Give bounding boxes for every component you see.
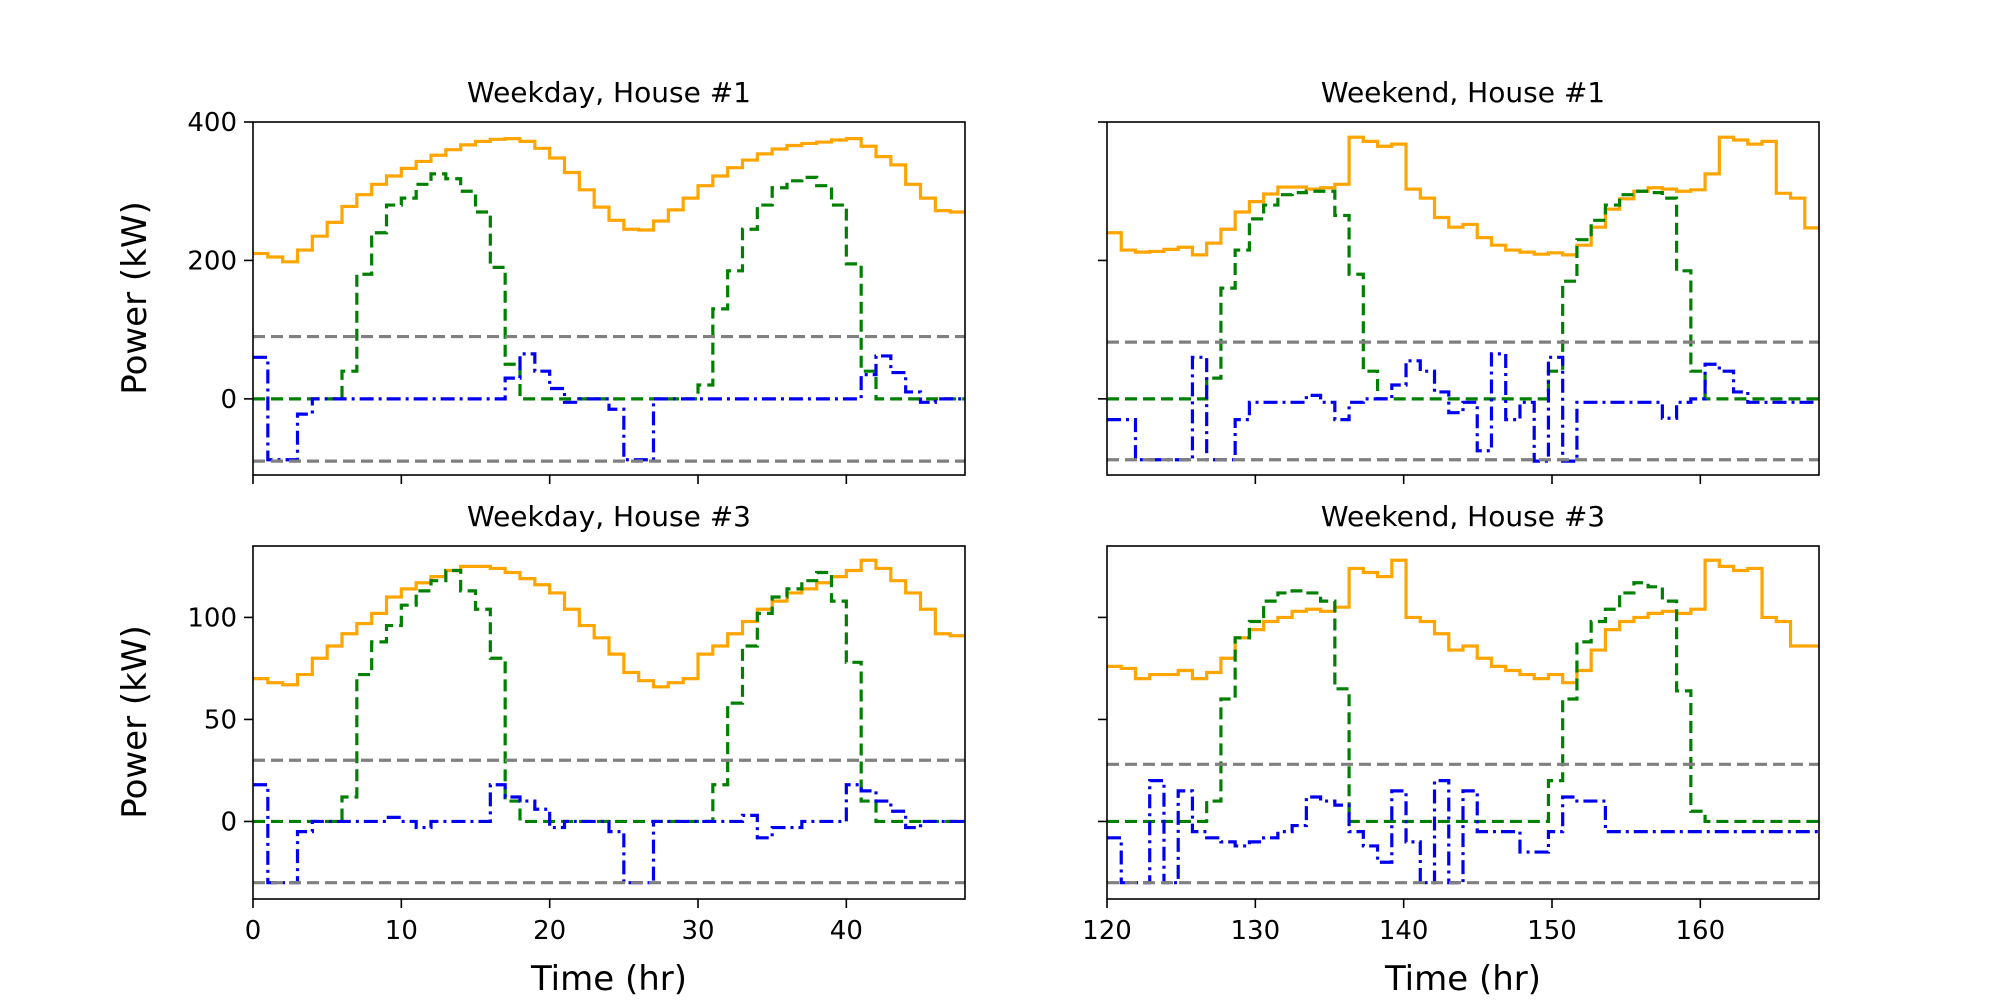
axes-frame bbox=[1106, 545, 1820, 900]
plot-area bbox=[253, 558, 965, 885]
panel-title: Weekend, House #1 bbox=[1321, 76, 1605, 109]
y-tick-label: 100 bbox=[187, 603, 237, 633]
series-line-demand bbox=[253, 558, 965, 689]
plot-area bbox=[253, 137, 965, 463]
series-line-solar bbox=[253, 172, 965, 401]
series-line-battery bbox=[253, 352, 965, 462]
x-tick-label: 0 bbox=[245, 916, 262, 946]
series-line-battery bbox=[253, 783, 965, 885]
y-tick-label: 200 bbox=[187, 246, 237, 276]
y-tick-label: 0 bbox=[220, 807, 237, 837]
series-line-solar bbox=[1107, 189, 1819, 401]
axes-frame bbox=[1106, 121, 1820, 476]
plot-area bbox=[1107, 135, 1819, 463]
x-tick-label: 140 bbox=[1379, 916, 1429, 946]
x-tick-label: 20 bbox=[533, 916, 566, 946]
series-line-demand bbox=[1107, 135, 1819, 257]
x-tick-label: 130 bbox=[1231, 916, 1281, 946]
series-line-demand bbox=[1107, 558, 1819, 685]
x-tick-label: 30 bbox=[681, 916, 714, 946]
x-tick-label: 10 bbox=[385, 916, 418, 946]
y-tick-label: 50 bbox=[204, 705, 237, 735]
x-axis-label: Time (hr) bbox=[1384, 959, 1541, 999]
x-tick-label: 120 bbox=[1082, 916, 1132, 946]
x-tick-label: 40 bbox=[830, 916, 863, 946]
y-tick-label: 400 bbox=[187, 108, 237, 138]
x-tick-label: 150 bbox=[1527, 916, 1577, 946]
series-line-demand bbox=[253, 137, 965, 264]
x-axis-label: Time (hr) bbox=[530, 959, 687, 999]
panel-weekend-house-3: Weekend, House #3 Time (hr) 120 130 140 150… bbox=[1082, 500, 1820, 999]
axes-frame bbox=[252, 545, 966, 900]
panel-weekday-house-3: Weekday, House #3 Power (kW) Time (hr) 0… bbox=[115, 500, 966, 999]
panel-weekend-house-1: Weekend, House #1 bbox=[1098, 76, 1820, 484]
panel-weekday-house-1: Weekday, House #1 Power (kW) 0 200 400 bbox=[115, 76, 966, 484]
y-axis-label: Power (kW) bbox=[115, 201, 155, 394]
series-line-solar bbox=[1107, 581, 1819, 824]
panel-title: Weekday, House #3 bbox=[467, 500, 751, 533]
plot-area bbox=[1107, 558, 1819, 885]
y-axis-label: Power (kW) bbox=[115, 625, 155, 818]
y-tick-label: 0 bbox=[220, 385, 237, 415]
panel-title: Weekday, House #1 bbox=[467, 76, 751, 109]
axes-frame bbox=[252, 121, 966, 476]
x-tick-label: 160 bbox=[1676, 916, 1726, 946]
panel-title: Weekend, House #3 bbox=[1321, 500, 1605, 533]
series-line-battery bbox=[1107, 352, 1819, 463]
series-line-battery bbox=[1107, 779, 1819, 885]
